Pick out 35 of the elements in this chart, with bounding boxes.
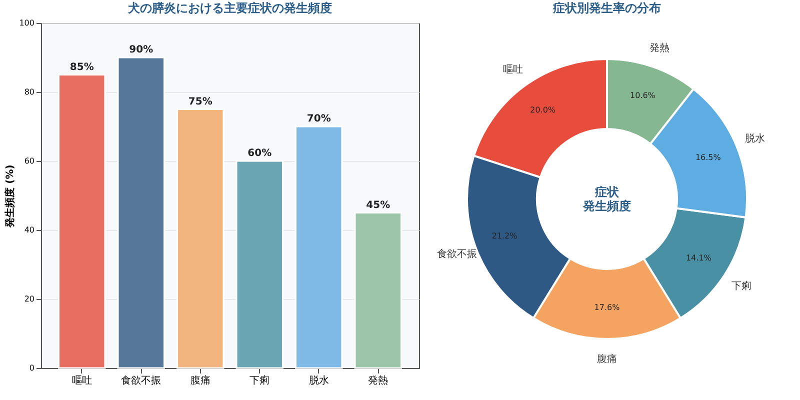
slice-label: 脱水: [745, 132, 766, 145]
x-tick-label: 下痢: [250, 374, 270, 386]
slice-label: 腹痛: [597, 353, 617, 365]
data-label: 70%: [306, 114, 331, 124]
data-label: 60%: [248, 148, 272, 159]
y-axis-title: 発生頻度 (%): [4, 164, 16, 228]
y-tick-label: 0: [29, 364, 34, 372]
y-tick-label: 100: [19, 18, 34, 28]
data-label: 75%: [188, 96, 212, 108]
data-label: 21.2%: [492, 232, 518, 241]
y-tick-label: 60: [24, 156, 34, 166]
slice-label: 下痢: [731, 280, 752, 292]
y-tick-label: 80: [24, 88, 34, 96]
data-label: 90%: [129, 44, 154, 56]
slice-label: 発熱: [649, 42, 670, 54]
data-label: 16.5%: [695, 152, 722, 162]
x-tick-label: 発熱: [368, 374, 388, 386]
chart-title: 犬の膵炎における主要症状の発生頻度: [127, 1, 332, 15]
data-label: 17.6%: [594, 303, 620, 312]
x-tick-label: 食欲不振: [121, 374, 162, 386]
data-label: 20.0%: [530, 106, 556, 115]
data-label: 45%: [366, 200, 390, 211]
data-label: 14.1%: [686, 253, 712, 262]
text: 発生頻度: [582, 199, 631, 213]
y-tick-label: 40: [24, 226, 34, 234]
x-tick-label: 嘔吐: [72, 374, 92, 386]
text: 症状: [594, 185, 620, 199]
slice-label: 嘔吐: [502, 64, 523, 76]
x-tick-label: 腹痛: [190, 374, 210, 386]
chart-title: 症状別発生率の分布: [552, 1, 661, 15]
x-tick-label: 脱水: [308, 374, 329, 386]
data-label: 85%: [70, 62, 94, 73]
data-label: 10.6%: [630, 90, 656, 100]
y-tick-label: 20: [24, 294, 34, 304]
slice-label: 食欲不振: [436, 248, 477, 260]
